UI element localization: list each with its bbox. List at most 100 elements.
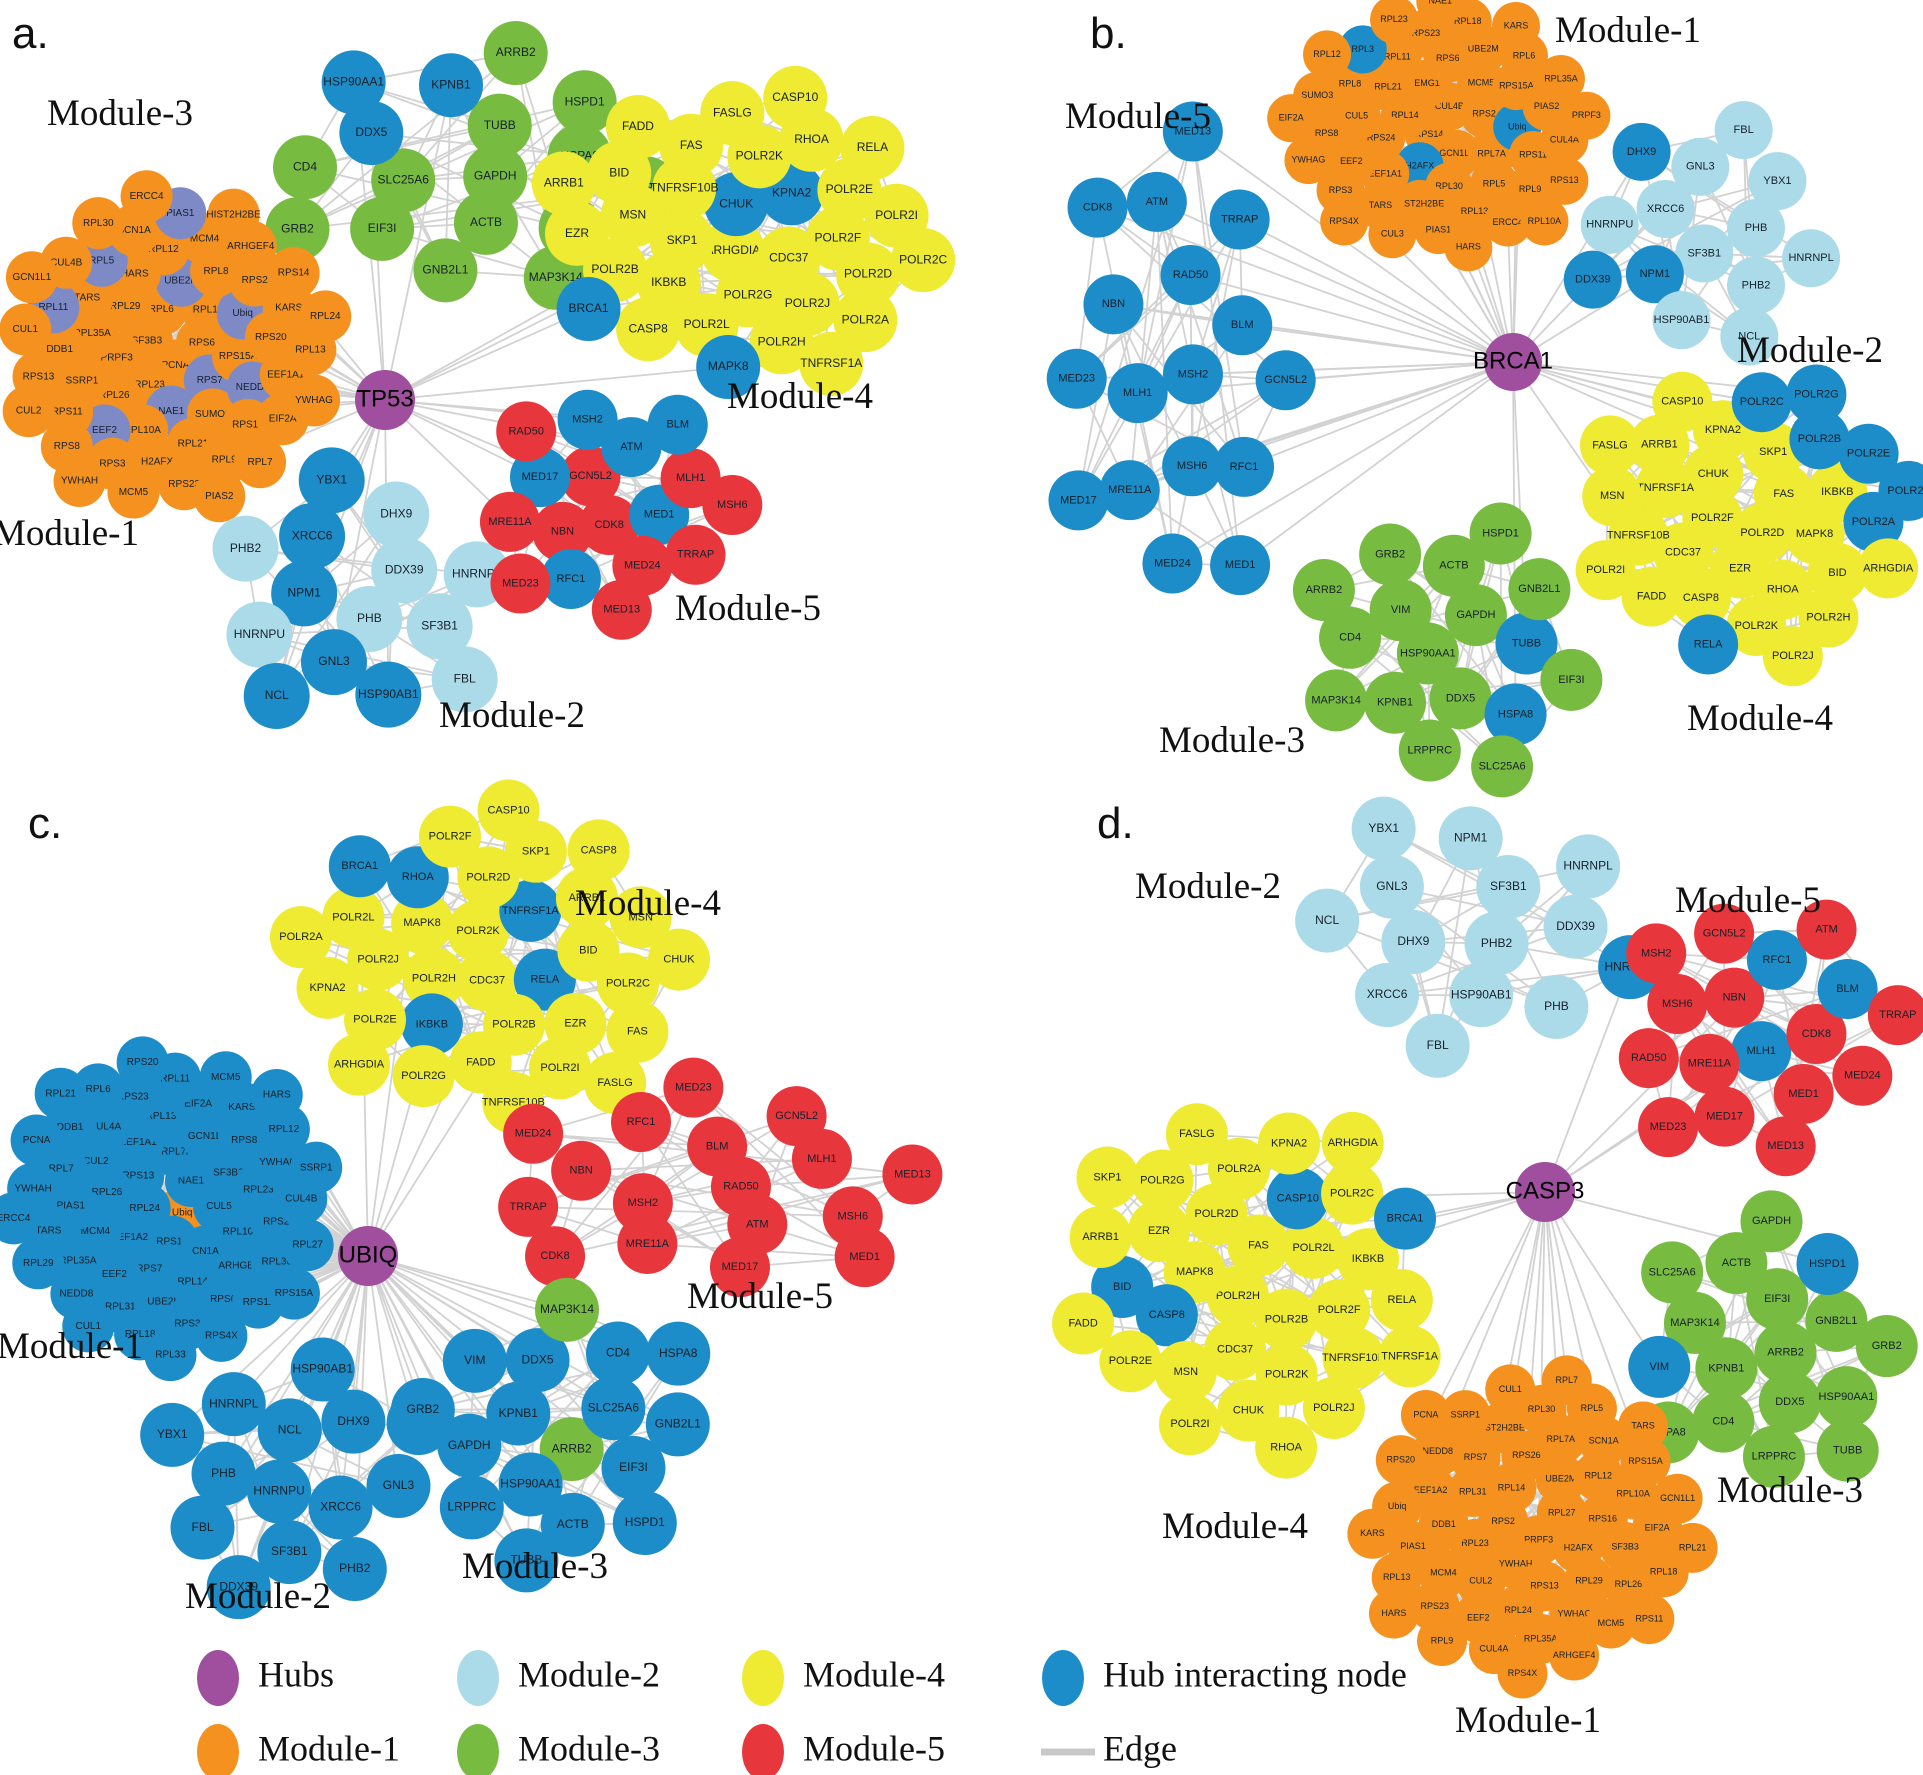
node-ARRB1[interactable] [531, 151, 596, 216]
node-MED23[interactable] [1046, 348, 1107, 409]
node-MSH6[interactable] [1647, 973, 1708, 1034]
node-RPL9[interactable] [1417, 1616, 1468, 1667]
node-GNB2L1[interactable] [1805, 1289, 1868, 1352]
node-GCN1L1[interactable] [5, 251, 58, 304]
node-HSPD1[interactable] [552, 70, 617, 135]
node-EIF3I[interactable] [1540, 648, 1603, 711]
node-KPNB1[interactable] [486, 1381, 551, 1446]
node-MAP3K14[interactable] [1305, 669, 1368, 732]
node-CUL1[interactable] [1485, 1364, 1536, 1415]
node-FBL[interactable] [431, 646, 498, 713]
node-ATM[interactable] [601, 417, 662, 478]
node-TNFRSF1A[interactable] [499, 879, 562, 942]
hub-node-TP53[interactable] [355, 370, 415, 430]
node-RPL13[interactable] [1371, 1552, 1422, 1603]
node-GNL3[interactable] [1671, 137, 1730, 196]
node-SLC25A6[interactable] [581, 1376, 646, 1441]
node-ACTB[interactable] [453, 190, 518, 255]
node-FASLG[interactable] [1580, 415, 1641, 476]
node-FAS[interactable] [606, 1000, 669, 1063]
node-RPL27[interactable] [281, 1219, 334, 1272]
node-GRB2[interactable] [1359, 523, 1422, 586]
node-PCNA[interactable] [10, 1114, 63, 1167]
node-XRCC6[interactable] [279, 503, 346, 570]
node-GCN1L1[interactable] [1652, 1473, 1703, 1524]
node-RPL24[interactable] [299, 290, 352, 343]
node-MED24[interactable] [503, 1103, 564, 1164]
node-POLR2H[interactable] [402, 947, 465, 1010]
node-MSH6[interactable] [1162, 436, 1223, 497]
node-HSP90AB1[interactable] [290, 1337, 355, 1402]
node-PHB2[interactable] [1464, 911, 1529, 976]
node-NCL[interactable] [243, 663, 310, 730]
node-KARS[interactable] [1491, 1, 1540, 50]
node-POLR2C[interactable] [891, 228, 956, 293]
node-CASP8[interactable] [1670, 568, 1731, 629]
node-RPL7[interactable] [234, 436, 287, 489]
node-DDX39[interactable] [371, 537, 438, 604]
node-MED1[interactable] [1210, 535, 1271, 596]
node-SLC25A6[interactable] [371, 148, 436, 213]
node-TRRAP[interactable] [665, 524, 726, 585]
node-SKP1[interactable] [1743, 422, 1804, 483]
node-PHB2[interactable] [322, 1537, 387, 1602]
node-XRCC6[interactable] [1636, 179, 1695, 238]
node-ERCC4[interactable] [1483, 198, 1532, 247]
node-POLR2D[interactable] [836, 242, 901, 307]
node-MED1[interactable] [834, 1227, 895, 1288]
node-NBN[interactable] [551, 1140, 612, 1201]
node-RPL30[interactable] [72, 197, 125, 250]
node-HNRNPU[interactable] [226, 601, 293, 668]
node-TNFRSF1A[interactable] [1378, 1325, 1441, 1388]
node-VIM[interactable] [1628, 1335, 1691, 1398]
node-DDX5[interactable] [505, 1328, 570, 1393]
hub-node-UBIQ[interactable] [338, 1226, 398, 1286]
node-SKP1[interactable] [1076, 1146, 1139, 1209]
node-MSH2[interactable] [557, 389, 618, 450]
node-POLR2L[interactable] [322, 886, 385, 949]
node-RFC1[interactable] [1214, 436, 1275, 497]
node-HSP90AA1[interactable] [498, 1452, 563, 1517]
node-HSPD1[interactable] [1469, 502, 1532, 565]
node-LRPPRC[interactable] [1742, 1425, 1805, 1488]
node-TRRAP[interactable] [498, 1176, 559, 1237]
node-POLR2F[interactable] [1308, 1279, 1371, 1342]
node-RPS15A[interactable] [267, 1267, 320, 1320]
node-RPS11[interactable] [1624, 1594, 1675, 1645]
node-ARRB2[interactable] [1754, 1321, 1817, 1384]
node-TUBB[interactable] [494, 1528, 559, 1593]
node-PHB[interactable] [1524, 974, 1589, 1039]
node-RPL3[interactable] [1338, 25, 1387, 74]
node-PRPF3[interactable] [1562, 91, 1611, 140]
node-MAP3K14[interactable] [534, 1277, 599, 1342]
node-RELA[interactable] [1370, 1269, 1433, 1332]
node-SF3B1[interactable] [1675, 224, 1734, 283]
node-RPL33[interactable] [144, 1329, 197, 1382]
node-POLR2H[interactable] [749, 310, 814, 375]
node-CASP10[interactable] [763, 65, 828, 130]
node-MED13[interactable] [1755, 1116, 1816, 1177]
node-HARS[interactable] [1444, 223, 1493, 272]
node-GRB2[interactable] [265, 197, 330, 262]
node-ACTB[interactable] [1422, 534, 1485, 597]
node-NBN[interactable] [532, 501, 593, 562]
node-SLC25A6[interactable] [1471, 735, 1534, 798]
node-MAPK8[interactable] [391, 891, 454, 954]
node-RPL10A[interactable] [1520, 197, 1569, 246]
node-POLR2H[interactable] [1798, 587, 1859, 648]
node-FADD[interactable] [1052, 1292, 1115, 1355]
node-TNFRSF1A[interactable] [799, 331, 864, 396]
node-SLC25A6[interactable] [1641, 1241, 1704, 1304]
node-CASP8[interactable] [567, 819, 630, 882]
node-MED17[interactable] [509, 447, 570, 508]
node-MED17[interactable] [1694, 1086, 1755, 1147]
node-HIST2H2BE[interactable] [207, 188, 260, 241]
node-PCNA[interactable] [1400, 1390, 1451, 1441]
node-RPL29[interactable] [12, 1237, 65, 1290]
node-FASLG[interactable] [700, 81, 765, 146]
node-YBX1[interactable] [298, 447, 365, 514]
node-RPS4X[interactable] [1497, 1648, 1548, 1699]
node-HNRNPU[interactable] [1580, 195, 1639, 254]
node-POLR2A[interactable] [833, 288, 898, 353]
node-MLH1[interactable] [1731, 1021, 1792, 1082]
